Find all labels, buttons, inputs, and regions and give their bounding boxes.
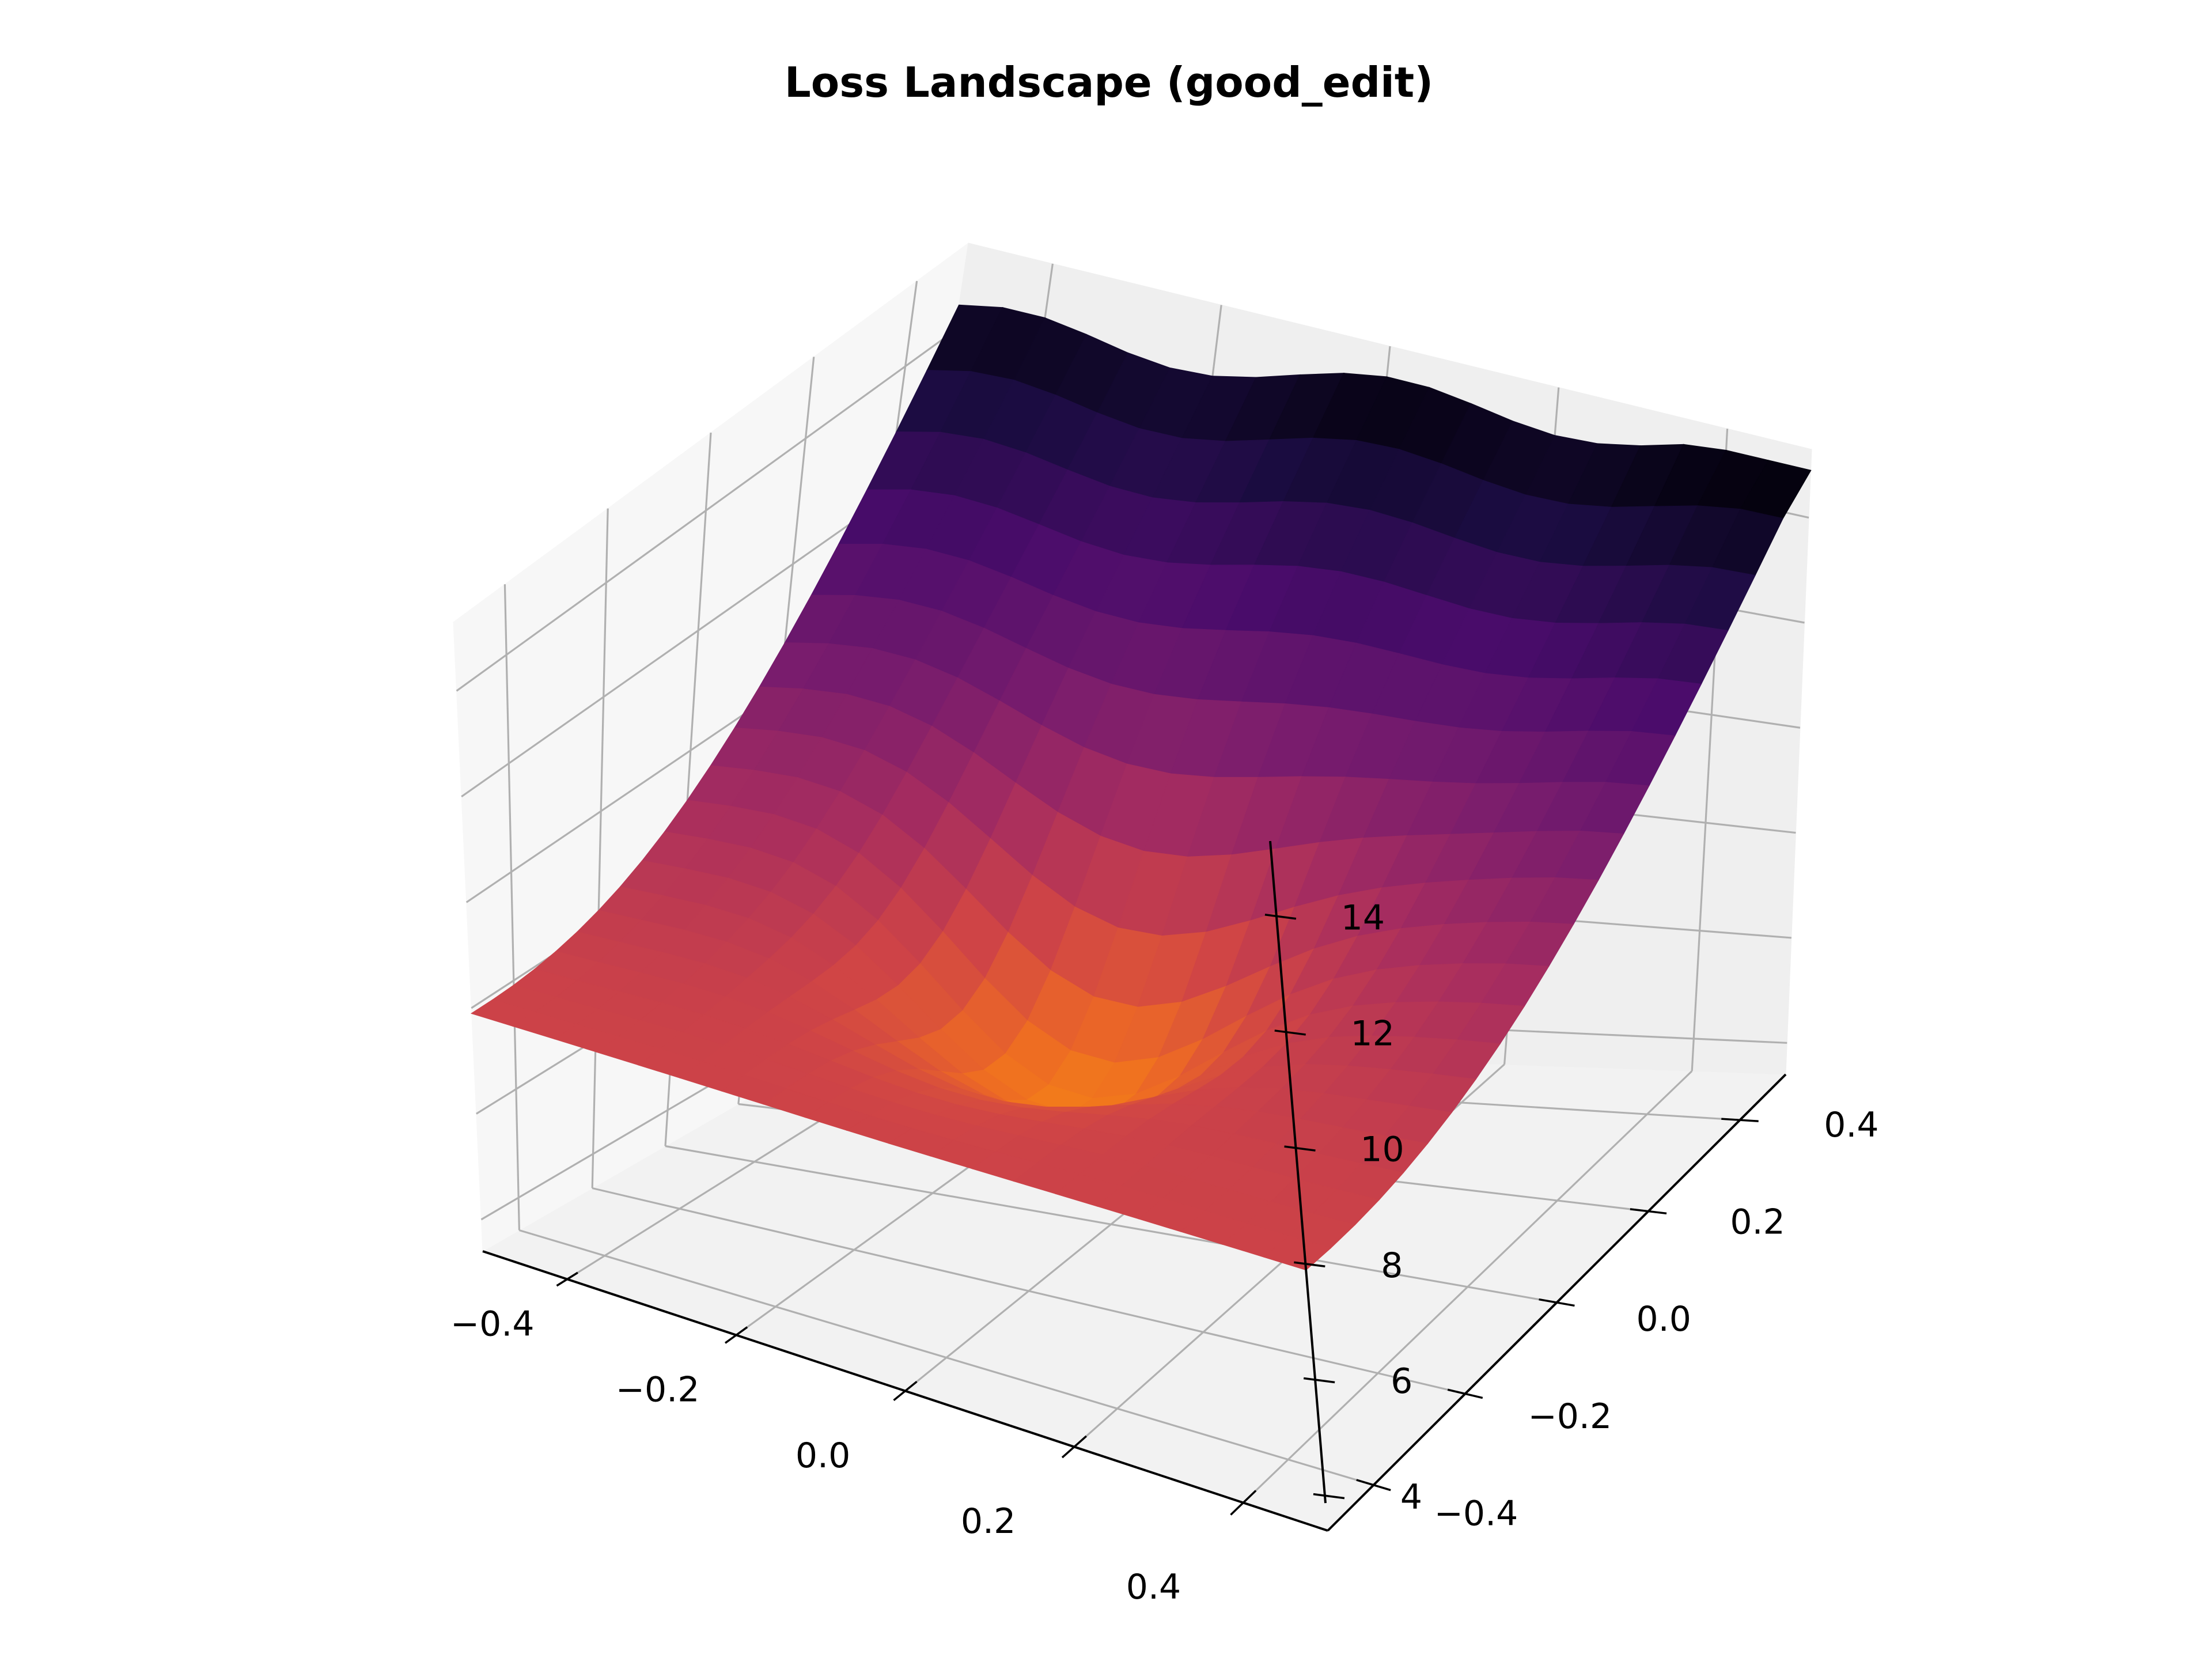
grid-line-y-floor <box>518 1229 1374 1486</box>
x-tick <box>1230 1490 1257 1516</box>
axes: −0.4 −0.2 0.0 0.2 0.4 −0.4 −0.2 0.0 0.2 0.4 4 6 8 10 1… <box>450 841 1879 1607</box>
y-tick-label: −0.4 <box>1434 1493 1518 1534</box>
z-tick <box>1294 1261 1325 1268</box>
surface-patch <box>1263 1235 1332 1271</box>
z-tick <box>1264 914 1297 920</box>
x-tick <box>893 1380 918 1402</box>
grid-line-y-leftwall <box>591 508 609 1188</box>
y-tick-label: −0.2 <box>1528 1396 1612 1437</box>
grid-line-y-floor <box>592 1187 1465 1395</box>
y-tick-label: 0.0 <box>1636 1299 1691 1339</box>
y-tick <box>1630 1208 1667 1215</box>
x-tick-label: 0.4 <box>1126 1567 1181 1607</box>
grid-line-z-leftwall <box>456 330 956 692</box>
z-tick-label: 6 <box>1391 1361 1412 1402</box>
z-tick-label: 10 <box>1360 1130 1404 1170</box>
y-tick <box>1539 1298 1575 1307</box>
z-tick <box>1284 1145 1316 1152</box>
x-tick-label: −0.4 <box>450 1304 535 1345</box>
x-tick-label: 0.0 <box>796 1436 850 1476</box>
chart-title: Loss Landscape (good_edit) <box>785 58 1433 107</box>
y-tick <box>1721 1118 1759 1122</box>
z-tick <box>1303 1377 1335 1384</box>
z-tick-label: 12 <box>1351 1013 1395 1054</box>
x-tick <box>556 1271 578 1287</box>
x-tick <box>1061 1435 1087 1459</box>
z-axis-line <box>1269 841 1327 1504</box>
x-tick <box>724 1326 748 1344</box>
x-tick-label: −0.2 <box>616 1370 700 1410</box>
y-tick <box>1447 1388 1483 1399</box>
grid-line-y-floor <box>665 1145 1557 1304</box>
grid-line-y-leftwall <box>503 584 520 1231</box>
z-tick <box>1274 1029 1306 1036</box>
y-tick-label: 0.4 <box>1824 1105 1878 1145</box>
z-tick <box>1313 1493 1345 1500</box>
loss-surface <box>470 304 1812 1271</box>
z-tick-label: 4 <box>1400 1477 1422 1517</box>
x-tick-label: 0.2 <box>961 1501 1016 1542</box>
y-tick-label: 0.2 <box>1730 1202 1785 1242</box>
y-tick <box>1356 1479 1391 1491</box>
z-tick-label: 14 <box>1341 898 1385 938</box>
z-tick-label: 8 <box>1381 1245 1403 1286</box>
